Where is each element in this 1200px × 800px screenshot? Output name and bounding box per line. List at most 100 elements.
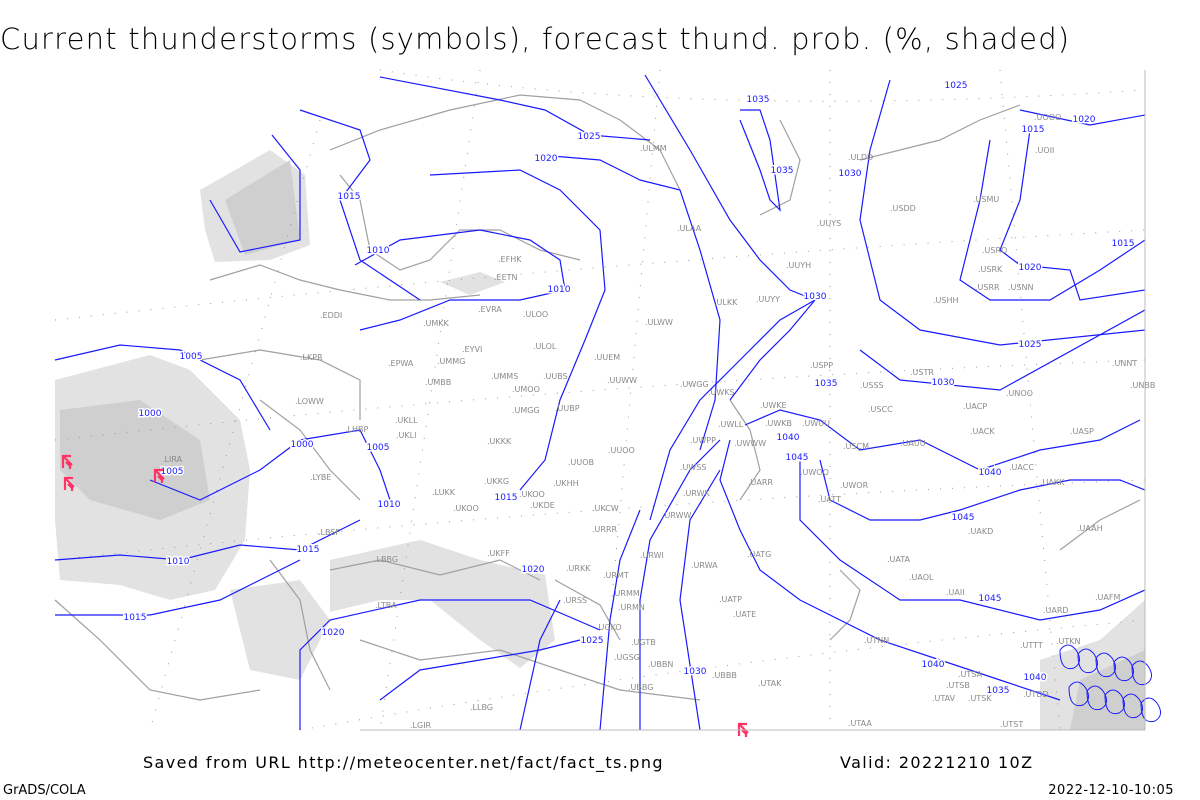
isobar-line — [1077, 648, 1098, 674]
station-label: .USSS — [860, 381, 884, 390]
coastline — [259, 399, 361, 501]
station-label: .LBBG — [374, 555, 398, 564]
station-label: .UKLL — [395, 416, 418, 425]
station-label: .ULMM — [640, 144, 667, 153]
isobar-line — [149, 429, 391, 501]
grid-line — [999, 69, 1061, 731]
station-label: .UUWW — [607, 376, 637, 385]
station-label: .ULOO — [523, 310, 548, 319]
isobar-line — [299, 109, 421, 301]
isobar-line — [744, 409, 1141, 471]
station-label: .UWKS — [708, 388, 735, 397]
station-label: .EDDI — [320, 311, 342, 320]
isobar-value-label: 1020 — [535, 154, 558, 164]
isobar-line — [1104, 689, 1125, 715]
shaded-area — [230, 580, 330, 680]
isobar-value-label: 1030 — [804, 292, 827, 302]
station-label: .UTAA — [848, 719, 872, 728]
coastline — [329, 559, 541, 581]
isobar-line — [799, 460, 1146, 621]
station-label: .UWSS — [680, 463, 706, 472]
isobar-value-label: 1045 — [786, 453, 809, 463]
station-label: .UASP — [1070, 427, 1094, 436]
station-label: .UUBP — [555, 404, 580, 413]
station-label: .UTSK — [968, 694, 992, 703]
isobar-line — [999, 129, 1146, 301]
station-label: .ULDD — [848, 153, 873, 162]
station-label: .URSS — [563, 596, 587, 605]
station-label: .LYBE — [310, 473, 331, 482]
thunderstorm-symbols — [61, 454, 749, 737]
station-label: .UTDD — [1023, 690, 1049, 699]
isobar-line — [354, 229, 566, 331]
map-title: Current thunderstorms (symbols), forecas… — [0, 22, 1071, 56]
isobar-value-label: 1030 — [932, 378, 955, 388]
isobar-line — [1019, 109, 1146, 126]
isobar-value-label: 1030 — [839, 169, 862, 179]
isobars — [54, 74, 1161, 731]
isobar-value-label: 1015 — [297, 545, 320, 555]
station-label: .EVRA — [478, 305, 502, 314]
station-label: .UATG — [747, 550, 771, 559]
station-label: .UWGG — [680, 380, 709, 389]
station-label: .UACK — [970, 427, 995, 436]
station-label: .UMGG — [512, 406, 540, 415]
isobar-value-label: 1010 — [167, 557, 190, 567]
station-label: .UMMG — [437, 357, 465, 366]
isobar-value-label: 1000 — [291, 440, 314, 450]
station-label: .UWPP — [690, 436, 716, 445]
isobar-value-label: 1020 — [322, 628, 345, 638]
station-label: .USRR — [975, 283, 1000, 292]
station-label: .UNNT — [1112, 359, 1137, 368]
thunderstorm-icon — [63, 476, 75, 491]
station-label: .EFHK — [498, 255, 522, 264]
station-label: .URWW — [662, 511, 692, 520]
station-label: .LKPR — [300, 353, 323, 362]
station-label: .ULAA — [677, 224, 702, 233]
station-label: .UATE — [733, 610, 756, 619]
station-label: .USMU — [973, 195, 999, 204]
isobar-value-label: 1015 — [1112, 239, 1135, 249]
station-label: .UATP — [719, 595, 742, 604]
station-label: .EYVI — [462, 345, 482, 354]
station-label: .EPWA — [388, 359, 414, 368]
station-label: .USCM — [843, 442, 869, 451]
station-label: .USTR — [910, 368, 934, 377]
isobar-value-label: 1015 — [338, 192, 361, 202]
isobar-line — [209, 134, 301, 253]
isobar-value-label: 1015 — [1022, 125, 1045, 135]
isobar-value-label: 1025 — [578, 132, 601, 142]
isobar-line — [644, 74, 816, 301]
isobar-value-label: 1010 — [548, 285, 571, 295]
isobar-value-label: 1035 — [747, 95, 770, 105]
thunderstorm-glyph — [63, 476, 75, 491]
isobar-value-label: 1030 — [684, 667, 707, 677]
station-label: .UTSB — [946, 681, 970, 690]
station-label: .LIRA — [162, 455, 183, 464]
station-label: .LGIR — [410, 721, 432, 730]
station-label: .UMMS — [491, 372, 518, 381]
thunderstorm-icon — [61, 454, 73, 469]
isobar-line — [729, 299, 816, 401]
isobar-line — [55, 559, 301, 616]
coastline — [729, 399, 761, 501]
station-label: .UWUU — [802, 419, 830, 428]
station-label: .UTAK — [758, 679, 782, 688]
grid-line — [379, 69, 481, 731]
isobar-value-label: 1015 — [124, 613, 147, 623]
station-label: .UTNN — [864, 636, 889, 645]
isobar-line — [1086, 685, 1107, 711]
isobar-line — [539, 154, 721, 451]
station-label: .UUYY — [756, 295, 780, 304]
station-label: .UWKB — [765, 419, 792, 428]
isobar-line — [959, 139, 1146, 301]
station-label: .URKK — [566, 564, 591, 573]
station-label: .LHBP — [345, 425, 369, 434]
coastline — [554, 579, 621, 641]
coastlines — [54, 94, 1141, 701]
isobar-value-label: 1045 — [952, 513, 975, 523]
shaded-area — [330, 540, 555, 668]
coastline — [759, 119, 801, 216]
source-url-text: Saved from URL http://meteocenter.net/fa… — [143, 753, 664, 772]
software-credit: GrADS/COLA — [3, 783, 86, 798]
